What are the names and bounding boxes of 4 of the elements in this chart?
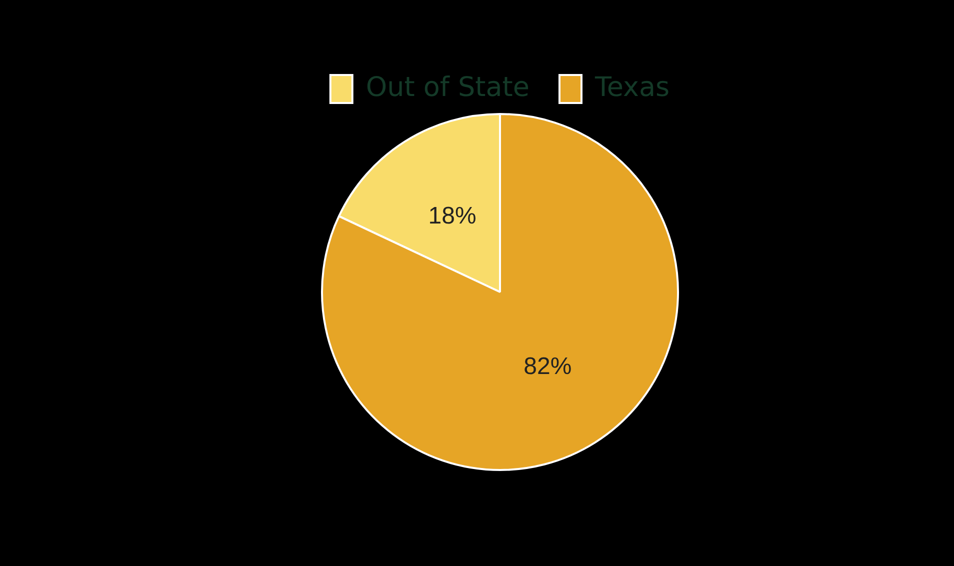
- data-label: 18%: [428, 202, 476, 230]
- legend-label: Out of State: [366, 72, 530, 104]
- data-label: 82%: [524, 352, 572, 380]
- legend-label: Texas: [594, 72, 670, 104]
